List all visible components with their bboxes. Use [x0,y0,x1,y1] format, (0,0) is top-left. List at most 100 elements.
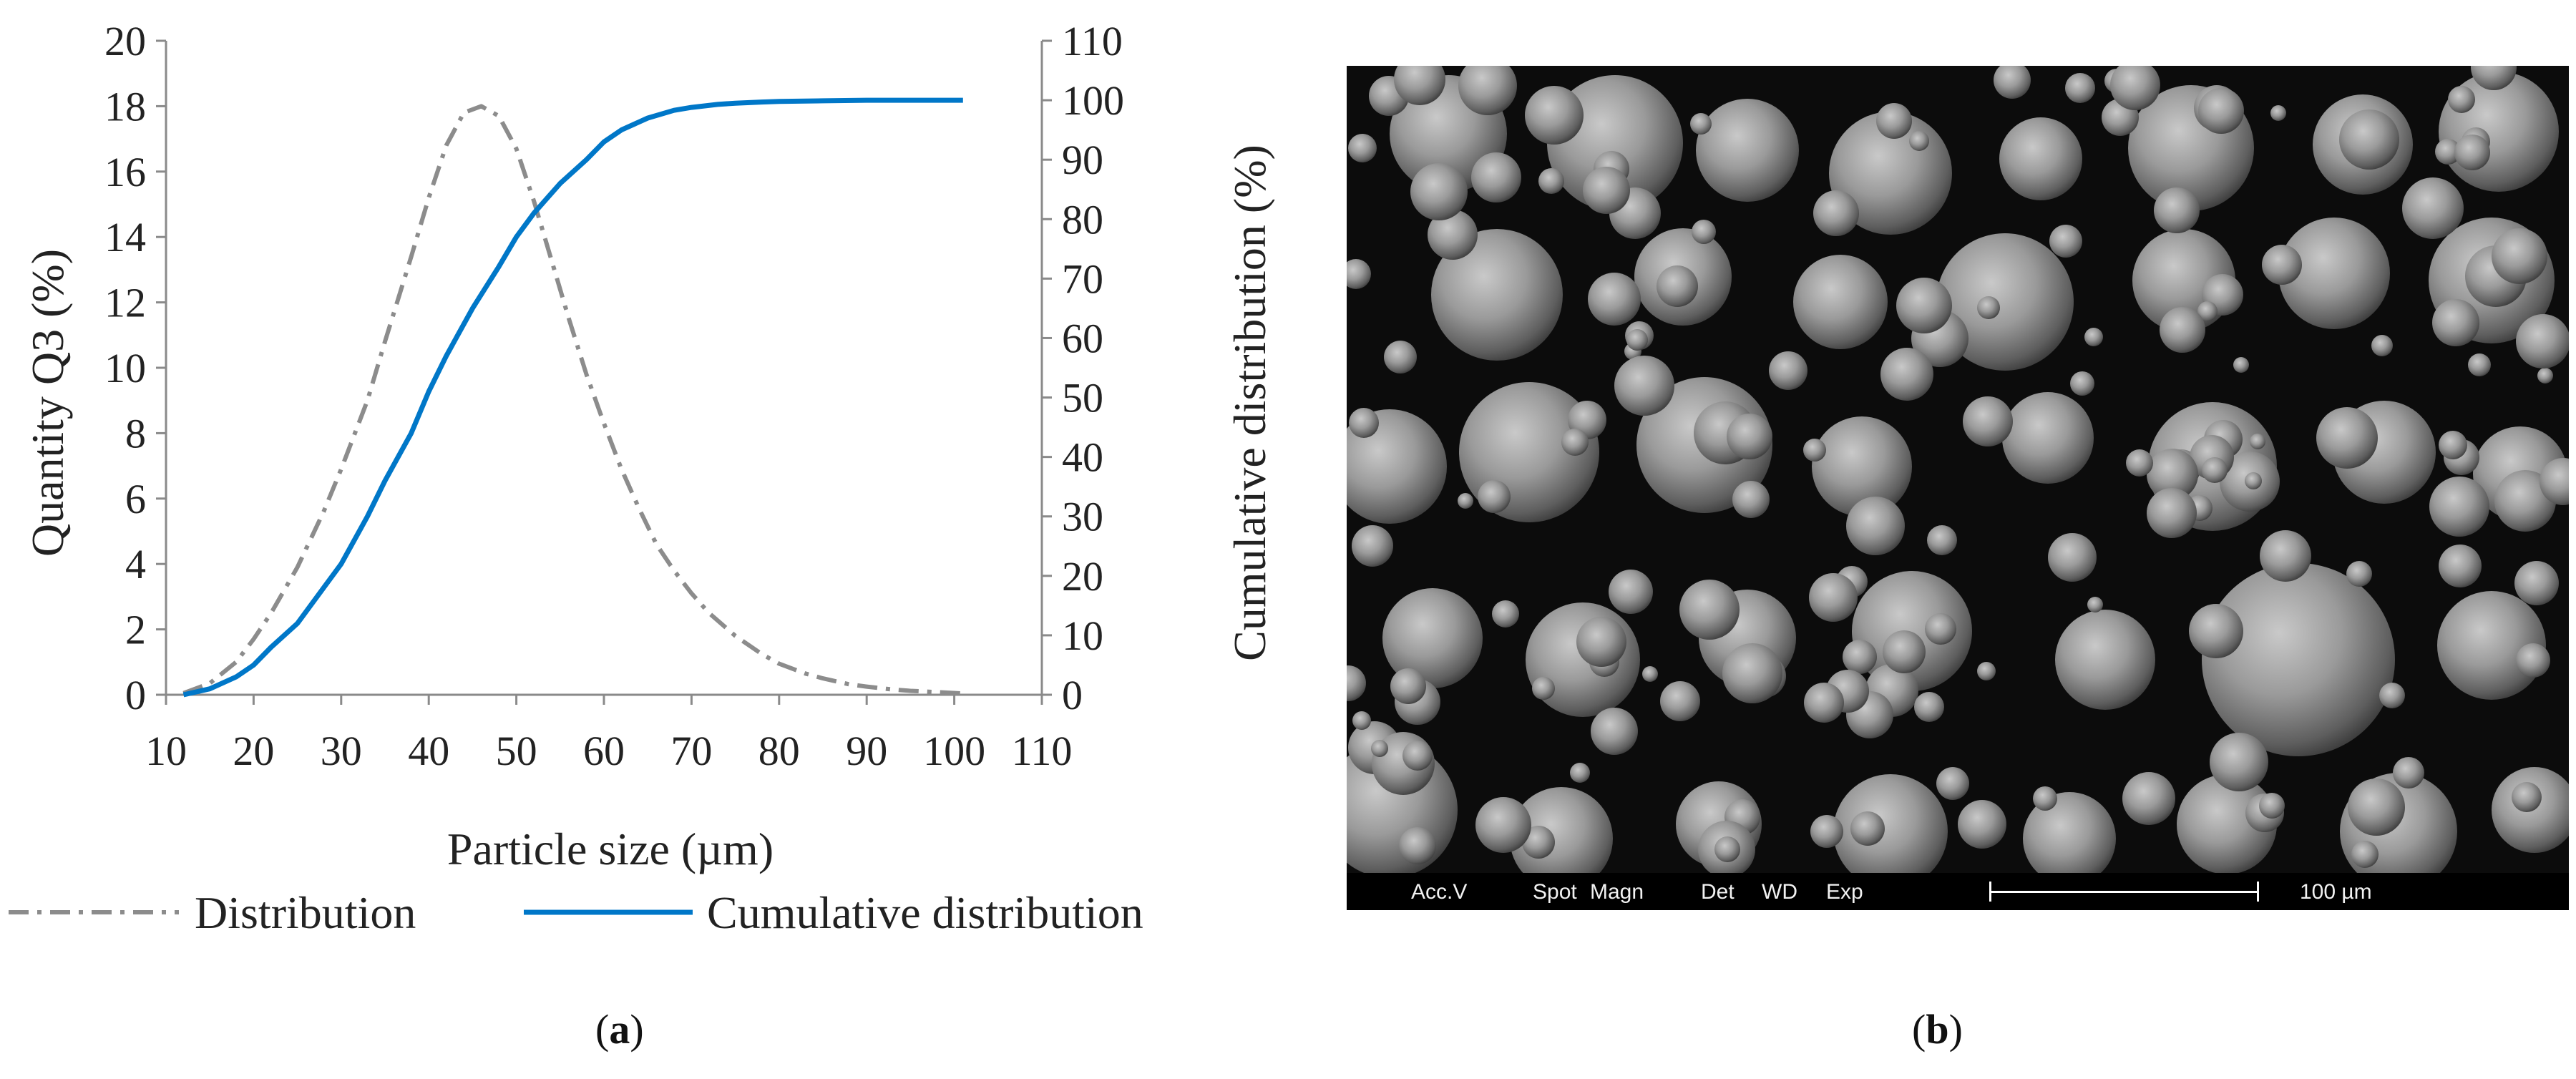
powder-particle [1914,692,1944,722]
y-left-tick-label: 18 [104,83,146,130]
x-tick-label: 110 [1012,728,1073,774]
particle-group [1347,66,2569,890]
powder-particle [2351,841,2379,868]
y-left-tick-label: 0 [125,672,146,718]
powder-particle [2439,545,2482,587]
powder-particle [1478,480,1511,513]
powder-particle [2049,225,2082,258]
powder-particle [1732,481,1770,518]
powder-particle [1714,836,1740,862]
powder-particle [2198,88,2244,134]
y-left-tick-label: 2 [125,607,146,653]
powder-particle [1880,348,1933,401]
powder-particle [2262,245,2302,285]
powder-particle [2147,449,2198,500]
sem-databar: Acc.V Spot Magn Det WD Exp 100 µm [1347,873,2569,910]
x-tick-label: 90 [846,728,887,774]
powder-particle [2448,86,2475,113]
y-axis-right-label: Cumulative distribution (%) [1224,145,1275,661]
powder-particle [1402,741,1433,771]
databar-accv: Acc.V [1411,880,1468,904]
powder-particle [2122,772,2175,825]
databar-exp: Exp [1826,880,1863,904]
scale-bar [1989,891,2258,893]
scale-bar-cap-right [2257,882,2259,902]
powder-particle [1526,602,1640,717]
powder-particle [2339,109,2399,170]
powder-particle [2468,353,2491,376]
powder-particle [1692,220,1716,244]
x-tick-label: 100 [923,728,985,774]
powder-particle [1410,163,1468,220]
powder-particle [1977,662,1996,680]
powder-particle [1690,113,1712,135]
powder-particle [1492,600,1519,628]
powder-particle [2348,778,2405,836]
powder-particle [1727,414,1772,459]
powder-particle [1657,265,1698,307]
powder-particle [1475,797,1531,853]
powder-particle [1348,134,1377,162]
y-left-tick-label: 4 [125,541,146,587]
powder-particle [1347,665,1366,701]
powder-particle [1813,190,1859,236]
powder-particle [1999,117,2082,200]
powder-particle [1936,233,2074,371]
powder-particle [1909,131,1929,151]
powder-particle [2512,782,2542,812]
powder-particle [1525,86,1584,145]
powder-particle [1809,573,1858,622]
powder-particle [2514,561,2559,605]
powder-particle [2087,597,2103,612]
y-axis-right: 0 10 20 30 40 50 60 70 80 90 100 110 [1040,18,1124,718]
series-layer [182,97,963,698]
powder-particle [2048,533,2097,582]
powder-particle [1660,681,1700,721]
x-tick-label: 70 [670,728,712,774]
y-left-tick-label: 12 [104,280,146,326]
powder-particle [1394,66,1445,105]
scale-bar-label: 100 µm [2300,880,2372,904]
distribution-line [182,104,963,696]
powder-particle [2023,792,2116,885]
powder-particle [2160,307,2205,353]
y-axis-left-label: Quantity Q3 (%) [22,249,73,557]
powder-particle [2492,228,2547,284]
powder-particle [1458,493,1473,509]
powder-particle [2197,301,2218,321]
powder-particle [1352,525,1393,567]
powder-particle [1812,416,1912,517]
x-tick-label: 80 [758,728,800,774]
x-tick-label: 50 [496,728,537,774]
powder-particle [1876,103,1912,139]
powder-particle [1382,588,1483,688]
y-right-tick-label: 60 [1062,315,1103,361]
powder-particle [2245,472,2262,489]
powder-particle [1804,683,1844,723]
powder-particle [2233,357,2249,373]
powder-particle [1958,800,2006,849]
powder-particles [1347,66,2569,890]
powder-particle [1696,99,1799,202]
powder-particle [1576,617,1626,667]
powder-particle [2147,488,2197,538]
powder-particle [1769,351,1807,390]
powder-particle [2202,457,2228,483]
databar-wd: WD [1762,880,1797,904]
y-left-tick-label: 14 [104,214,146,260]
y-right-tick-label: 50 [1062,375,1103,421]
powder-particle [1803,439,1826,462]
caption-a: (a) [595,1006,644,1053]
y-left-tick-label: 16 [104,149,146,195]
legend-cumulative-label: Cumulative distribution [707,887,1143,938]
legend: Distribution Cumulative distribution [9,887,1143,938]
powder-particle [1384,341,1417,374]
powder-particle [1390,668,1426,704]
powder-particle [2429,477,2489,537]
caption-b-letter: b [1926,1006,1949,1053]
y-right-tick-label: 40 [1062,434,1103,481]
powder-particle [2471,66,2517,90]
powder-particle [2439,431,2467,459]
powder-particle [1349,408,1379,438]
caption-b: (b) [1912,1006,1963,1053]
